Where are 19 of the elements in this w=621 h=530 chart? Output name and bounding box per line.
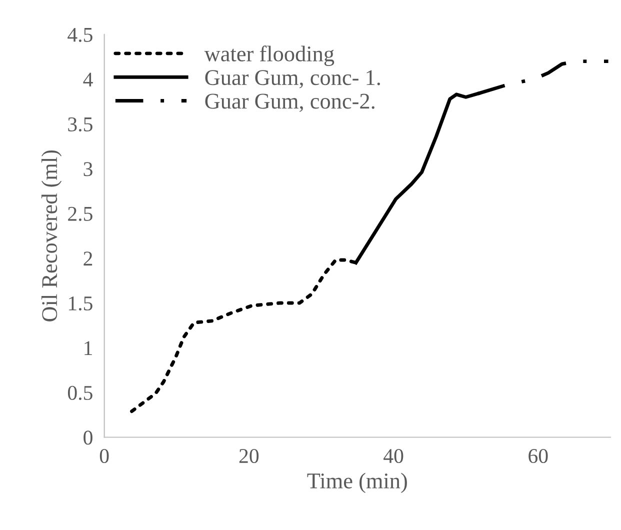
x-axis-title: Time (min) <box>307 472 407 493</box>
y-axis-title: Oil Recovered (ml) <box>41 150 62 322</box>
x-tick-label: 20 <box>239 448 259 464</box>
legend-label: Guar Gum, conc- 1. <box>205 70 380 88</box>
x-tick-label: 60 <box>528 448 548 464</box>
x-tick-label: 0 <box>100 448 109 464</box>
y-tick-label: 4.5 <box>68 28 92 42</box>
y-tick-label: 0.5 <box>68 386 92 400</box>
legend-label: Guar Gum, conc-2. <box>205 94 374 112</box>
y-tick-label: 1.5 <box>69 296 92 311</box>
x-tick-label: 40 <box>384 448 404 464</box>
y-tick-label: 1 <box>84 341 92 355</box>
y-tick-label: 3 <box>84 162 92 176</box>
y-tick-label: 3.5 <box>68 117 92 132</box>
y-tick-label: 2 <box>84 252 92 266</box>
y-tick-label: 2.5 <box>68 206 92 221</box>
y-tick-label: 4 <box>83 72 93 86</box>
legend-label: water flooding <box>204 46 334 66</box>
y-tick-label: 0 <box>84 430 92 445</box>
